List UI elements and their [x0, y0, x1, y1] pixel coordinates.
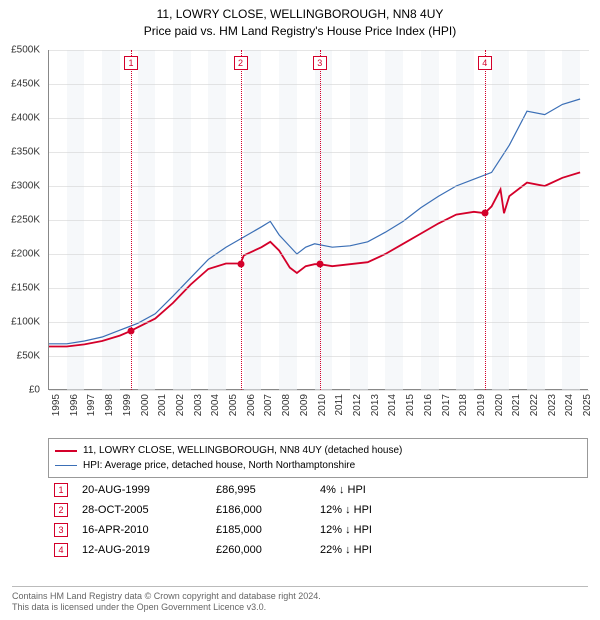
series-line-property — [49, 172, 580, 346]
x-axis-label: 2025 — [582, 394, 593, 416]
x-axis-label: 2000 — [140, 394, 151, 416]
legend-item: 11, LOWRY CLOSE, WELLINGBOROUGH, NN8 4UY… — [55, 443, 581, 458]
page-root: 11, LOWRY CLOSE, WELLINGBOROUGH, NN8 4UY… — [0, 0, 600, 620]
legend-swatch — [55, 465, 77, 466]
event-num-box: 1 — [54, 483, 68, 497]
series-line-hpi — [49, 99, 580, 344]
footer-line-2: This data is licensed under the Open Gov… — [12, 602, 588, 614]
event-date: 20-AUG-1999 — [82, 484, 202, 496]
events-table: 1 20-AUG-1999 £86,995 4% ↓ HPI 2 28-OCT-2005 £… — [48, 480, 588, 560]
x-axis-label: 2003 — [193, 394, 204, 416]
x-axis-label: 1996 — [69, 394, 80, 416]
x-axis-label: 2011 — [334, 394, 345, 416]
event-row: 1 20-AUG-1999 £86,995 4% ↓ HPI — [48, 480, 588, 500]
x-axis-label: 2019 — [476, 394, 487, 416]
legend-item: HPI: Average price, detached house, Nort… — [55, 458, 581, 473]
x-axis-label: 2014 — [387, 394, 398, 416]
event-date: 28-OCT-2005 — [82, 504, 202, 516]
event-diff: 22% ↓ HPI — [320, 544, 430, 556]
x-axis-label: 2017 — [441, 394, 452, 416]
x-axis-label: 2024 — [564, 394, 575, 416]
event-row: 3 16-APR-2010 £185,000 12% ↓ HPI — [48, 520, 588, 540]
x-axis-label: 1998 — [104, 394, 115, 416]
event-diff: 12% ↓ HPI — [320, 504, 430, 516]
event-vertical-line — [241, 50, 242, 390]
y-axis-label: £50K — [17, 351, 40, 362]
plot-region: 1 2 3 4 — [48, 50, 588, 390]
event-vertical-line — [320, 50, 321, 390]
event-point — [127, 327, 134, 334]
x-axis-label: 2013 — [370, 394, 381, 416]
x-axis-label: 1997 — [86, 394, 97, 416]
event-marker-box: 2 — [234, 56, 248, 70]
footer-attribution: Contains HM Land Registry data © Crown c… — [12, 586, 588, 614]
x-axis-label: 2008 — [281, 394, 292, 416]
event-date: 16-APR-2010 — [82, 524, 202, 536]
event-marker-box: 3 — [313, 56, 327, 70]
x-axis-label: 2023 — [547, 394, 558, 416]
legend: 11, LOWRY CLOSE, WELLINGBOROUGH, NN8 4UY… — [48, 438, 588, 478]
event-row: 4 12-AUG-2019 £260,000 22% ↓ HPI — [48, 540, 588, 560]
event-date: 12-AUG-2019 — [82, 544, 202, 556]
event-num-box: 3 — [54, 523, 68, 537]
event-point — [237, 260, 244, 267]
title-line-1: 11, LOWRY CLOSE, WELLINGBOROUGH, NN8 4UY — [0, 6, 600, 23]
y-axis-label: £500K — [11, 45, 40, 56]
chart-title-block: 11, LOWRY CLOSE, WELLINGBOROUGH, NN8 4UY… — [0, 0, 600, 40]
event-diff: 12% ↓ HPI — [320, 524, 430, 536]
y-axis-label: £250K — [11, 215, 40, 226]
x-axis-label: 2009 — [299, 394, 310, 416]
event-price: £260,000 — [216, 544, 306, 556]
x-axis-label: 2015 — [405, 394, 416, 416]
y-axis-label: £450K — [11, 79, 40, 90]
x-axis-label: 2020 — [494, 394, 505, 416]
event-diff: 4% ↓ HPI — [320, 484, 430, 496]
event-vertical-line — [131, 50, 132, 390]
event-point — [316, 261, 323, 268]
legend-label: 11, LOWRY CLOSE, WELLINGBOROUGH, NN8 4UY… — [83, 443, 402, 458]
x-axis-label: 2021 — [511, 394, 522, 416]
y-axis-label: £400K — [11, 113, 40, 124]
event-price: £86,995 — [216, 484, 306, 496]
x-axis-label: 1999 — [122, 394, 133, 416]
event-marker-box: 4 — [478, 56, 492, 70]
event-row: 2 28-OCT-2005 £186,000 12% ↓ HPI — [48, 500, 588, 520]
x-axis-label: 2002 — [175, 394, 186, 416]
event-num-box: 2 — [54, 503, 68, 517]
y-axis-label: £100K — [11, 317, 40, 328]
y-axis-label: £150K — [11, 283, 40, 294]
x-axis-label: 2004 — [210, 394, 221, 416]
x-axis-label: 2001 — [157, 394, 168, 416]
x-axis-label: 2016 — [423, 394, 434, 416]
x-axis-label: 2018 — [458, 394, 469, 416]
event-point — [481, 210, 488, 217]
event-marker-box: 1 — [124, 56, 138, 70]
event-num-box: 4 — [54, 543, 68, 557]
x-axis-label: 2006 — [246, 394, 257, 416]
chart-area: 1234 £0£50K£100K£150K£200K£250K£300K£350… — [48, 50, 588, 410]
x-axis-label: 2010 — [317, 394, 328, 416]
y-axis-label: £0 — [29, 385, 40, 396]
gridline-horizontal — [49, 390, 589, 391]
x-axis-label: 2007 — [263, 394, 274, 416]
footer-line-1: Contains HM Land Registry data © Crown c… — [12, 591, 588, 603]
x-axis-label: 2022 — [529, 394, 540, 416]
x-axis-label: 2012 — [352, 394, 363, 416]
x-axis-label: 1995 — [51, 394, 62, 416]
event-vertical-line — [485, 50, 486, 390]
legend-swatch — [55, 450, 77, 452]
y-axis-label: £350K — [11, 147, 40, 158]
event-price: £185,000 — [216, 524, 306, 536]
title-line-2: Price paid vs. HM Land Registry's House … — [0, 23, 600, 40]
legend-label: HPI: Average price, detached house, Nort… — [83, 458, 355, 473]
event-price: £186,000 — [216, 504, 306, 516]
y-axis-label: £200K — [11, 249, 40, 260]
x-axis-label: 2005 — [228, 394, 239, 416]
y-axis-label: £300K — [11, 181, 40, 192]
